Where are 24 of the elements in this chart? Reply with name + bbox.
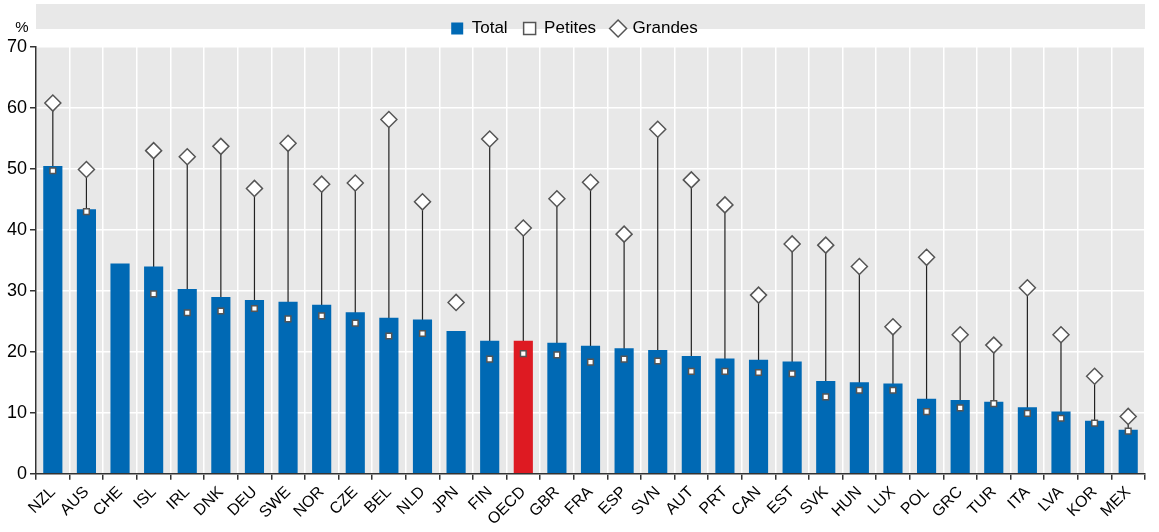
x-tick-label: JPN — [427, 482, 462, 517]
x-tick-label: NZL — [24, 482, 59, 517]
legend-label: Total — [471, 18, 508, 38]
y-axis-title: % — [15, 17, 29, 35]
x-tick-label: CZE — [325, 482, 361, 518]
legend-label: Grandes — [632, 18, 698, 38]
x-tick-label: LVA — [1034, 482, 1067, 515]
y-tick-label: 10 — [6, 401, 28, 422]
x-tick-label: IRL — [162, 482, 193, 513]
y-tick-label: 30 — [6, 279, 28, 300]
x-tick-label: TUR — [963, 482, 1000, 519]
x-tick-label: POL — [897, 482, 932, 518]
x-tick-label: FRA — [561, 482, 596, 518]
y-tick-label: 60 — [6, 96, 28, 117]
y-tick-label: 20 — [6, 340, 28, 361]
x-tick-label: ITA — [1003, 482, 1033, 512]
x-tick-label: NLD — [393, 482, 428, 518]
x-tick-label: ISL — [129, 482, 159, 512]
y-tick-label: 0 — [17, 462, 28, 483]
y-tick-label: 40 — [6, 218, 28, 239]
x-tick-label: BEL — [360, 482, 395, 517]
y-tick-label: 50 — [6, 157, 28, 178]
y-tick-label: 70 — [6, 35, 28, 56]
legend-label: Petites — [544, 18, 597, 38]
